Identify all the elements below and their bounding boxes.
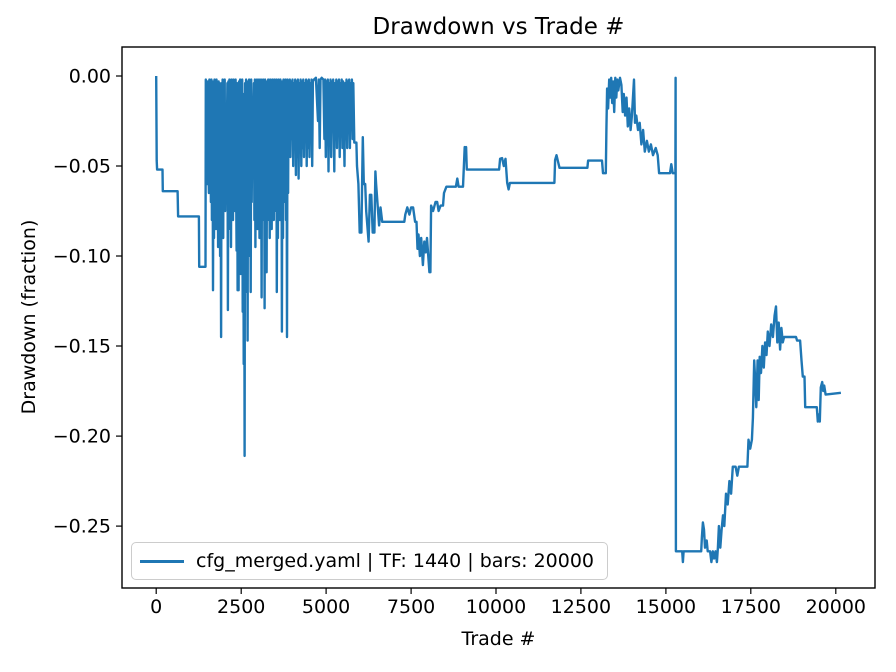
y-tick-label: −0.10	[53, 246, 111, 268]
y-tick-label: −0.05	[53, 156, 111, 178]
x-tick-label: 2500	[217, 596, 265, 618]
x-tick-label: 20000	[806, 596, 866, 618]
legend: cfg_merged.yaml | TF: 1440 | bars: 20000	[131, 542, 609, 580]
y-tick-label: −0.25	[53, 516, 111, 538]
x-tick-label: 10000	[466, 596, 526, 618]
chart-title: Drawdown vs Trade #	[372, 14, 625, 40]
x-tick-label: 12500	[551, 596, 611, 618]
drawdown-line	[155, 75, 842, 564]
legend-label: cfg_merged.yaml | TF: 1440 | bars: 20000	[196, 550, 595, 572]
legend-line-sample	[140, 559, 184, 563]
y-tick-label: −0.20	[53, 426, 111, 448]
axes-spines	[121, 46, 876, 589]
x-tick-label: 17500	[721, 596, 781, 618]
y-tick-label: 0.00	[69, 66, 111, 88]
x-tick-label: 0	[150, 596, 162, 618]
y-tick-label: −0.15	[53, 336, 111, 358]
x-tick-label: 15000	[636, 596, 696, 618]
x-tick-label: 5000	[302, 596, 350, 618]
x-axis-label: Trade #	[461, 628, 536, 650]
x-tick-label: 7500	[387, 596, 435, 618]
